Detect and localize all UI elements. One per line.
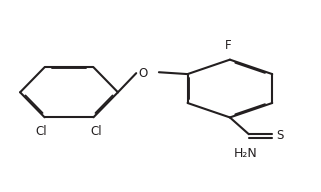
Text: H₂N: H₂N — [234, 147, 257, 160]
Text: Cl: Cl — [36, 125, 47, 138]
Text: S: S — [276, 129, 284, 142]
Text: F: F — [225, 39, 232, 52]
Text: Cl: Cl — [91, 125, 102, 138]
Text: O: O — [139, 67, 148, 80]
